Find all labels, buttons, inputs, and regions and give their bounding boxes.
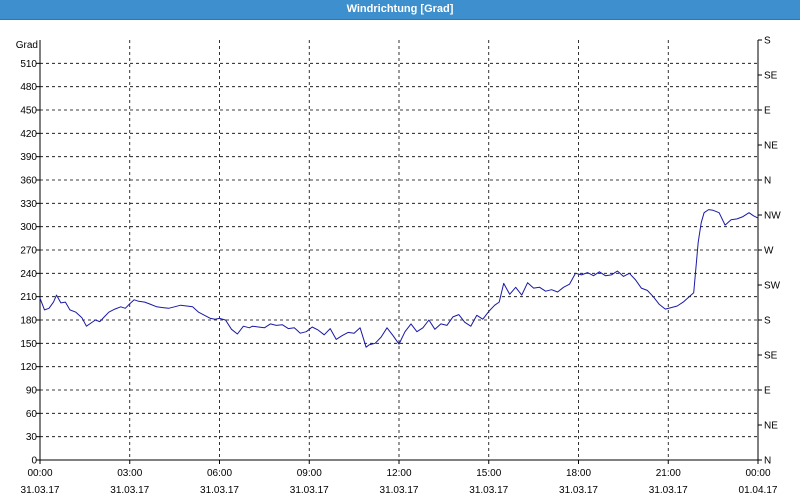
right-axis-label: E [764, 106, 771, 117]
x-tick-date-label: 31.03.17 [469, 485, 508, 496]
x-tick-date-label: 31.03.17 [649, 485, 688, 496]
series-line [39, 209, 759, 348]
x-tick-date-label: 31.03.17 [380, 485, 419, 496]
x-tick-date-label: 01.04.17 [739, 485, 778, 496]
x-tick-time-label: 00:00 [745, 468, 770, 479]
x-tick-date-label: 31.03.17 [559, 485, 598, 496]
y-tick-label: 120 [20, 362, 37, 373]
y-tick-label: 510 [20, 59, 37, 70]
x-tick-time-label: 09:00 [297, 468, 322, 479]
right-axis-label: W [764, 246, 774, 257]
y-axis-label: Grad [16, 40, 38, 51]
right-axis-label: N [764, 456, 771, 467]
right-axis-label: NE [764, 421, 778, 432]
chart-title: Windrichtung [Grad] [0, 0, 800, 20]
x-tick-time-label: 12:00 [386, 468, 411, 479]
y-tick-label: 30 [26, 432, 38, 443]
y-tick-label: 180 [20, 316, 37, 327]
right-axis-label: S [764, 316, 771, 327]
right-axis-label: SE [764, 71, 778, 82]
y-tick-label: 60 [26, 409, 38, 420]
y-tick-label: 480 [20, 82, 37, 93]
y-tick-label: 0 [31, 456, 37, 467]
right-axis-label: NE [764, 141, 778, 152]
y-tick-label: 270 [20, 246, 37, 257]
series [39, 209, 759, 348]
right-axis-label: SE [764, 351, 778, 362]
y-tick-label: 390 [20, 152, 37, 163]
x-tick-date-label: 31.03.17 [110, 485, 149, 496]
right-axis-label: S [764, 36, 771, 47]
y-tick-label: 360 [20, 176, 37, 187]
right-axis-label: N [764, 176, 771, 187]
y-tick-label: 240 [20, 269, 37, 280]
right-axis-label: SW [764, 281, 781, 292]
x-tick-date-label: 31.03.17 [290, 485, 329, 496]
grid [40, 40, 758, 460]
y-tick-label: 420 [20, 129, 37, 140]
x-tick-time-label: 03:00 [117, 468, 142, 479]
x-tick-time-label: 06:00 [207, 468, 232, 479]
y-tick-label: 330 [20, 199, 37, 210]
y-tick-label: 450 [20, 106, 37, 117]
x-tick-time-label: 21:00 [656, 468, 681, 479]
x-tick-date-label: 31.03.17 [200, 485, 239, 496]
right-axis-label: E [764, 386, 771, 397]
labels: 0 30 60 90 120 150 180 210 240 270 300 330 360 390 420… [16, 36, 781, 497]
x-tick-time-label: 00:00 [27, 468, 52, 479]
x-tick-date-label: 31.03.17 [21, 485, 60, 496]
y-tick-label: 90 [26, 386, 38, 397]
axes [36, 39, 762, 464]
y-tick-label: 300 [20, 222, 37, 233]
x-tick-time-label: 15:00 [476, 468, 501, 479]
x-tick-time-label: 18:00 [566, 468, 591, 479]
right-axis-label: NW [764, 211, 781, 222]
y-tick-label: 210 [20, 292, 37, 303]
y-tick-label: 150 [20, 339, 37, 350]
